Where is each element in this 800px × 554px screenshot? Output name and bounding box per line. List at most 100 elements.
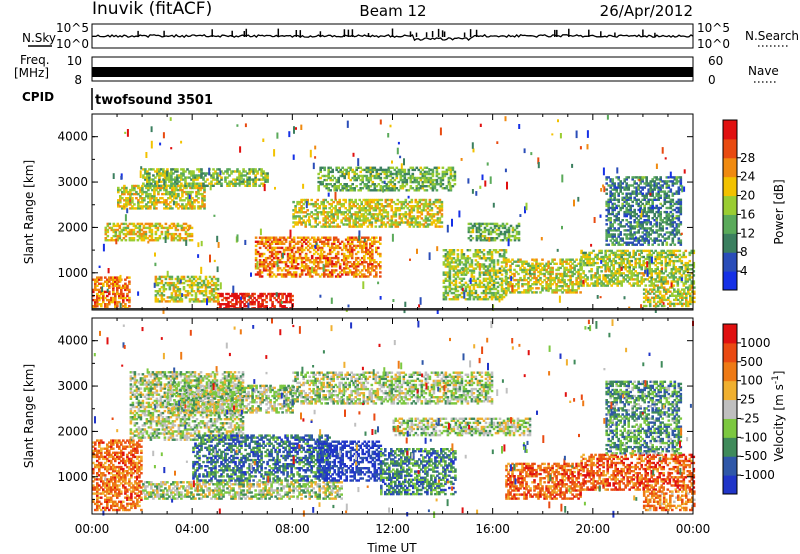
echo-cell <box>446 271 450 274</box>
echo-cell <box>252 180 255 183</box>
echo-cell <box>201 203 204 206</box>
echo-cell <box>173 197 176 200</box>
echo-cell <box>650 268 653 271</box>
echo-cell <box>139 201 142 204</box>
echo-cell <box>180 281 184 285</box>
echo-cell <box>192 180 195 183</box>
echo-cell <box>606 282 609 285</box>
echo-cell <box>638 272 641 275</box>
echo-cell <box>131 186 134 190</box>
echo-cell <box>433 166 437 169</box>
echo-cell <box>692 270 696 273</box>
echo-cell <box>351 187 354 190</box>
echo-cell <box>466 267 470 270</box>
echo-cell <box>218 182 221 185</box>
echo-cell <box>479 224 483 228</box>
echo-cell <box>174 170 177 173</box>
echo-cell <box>258 265 262 268</box>
echo-cell <box>366 202 370 206</box>
echo-cell <box>264 242 268 245</box>
echo-cell <box>495 228 499 232</box>
echo-cell <box>146 176 149 179</box>
echo-cell <box>468 263 472 266</box>
echo-cell <box>496 261 500 264</box>
echo-cell <box>172 283 176 287</box>
echo-cell <box>189 186 192 190</box>
echo-cell <box>294 211 297 214</box>
echo-cell <box>615 190 618 193</box>
echo-cell <box>133 192 136 196</box>
echo-cell <box>120 228 124 232</box>
echo-cell <box>112 224 116 228</box>
echo-cell <box>148 168 151 171</box>
echo-cell <box>448 283 452 287</box>
echo-cell <box>612 257 615 261</box>
echo-cell <box>172 281 176 285</box>
echo-cell <box>360 275 364 278</box>
echo-cell <box>381 168 385 172</box>
echo-cell <box>340 269 344 272</box>
echo-cell <box>369 176 373 180</box>
echo-cell <box>400 221 404 224</box>
echo-cell <box>218 180 221 183</box>
echo-cell <box>298 221 301 224</box>
echo-cell <box>469 222 473 226</box>
echo-cell <box>126 292 129 296</box>
echo-cell <box>605 233 608 236</box>
echo-cell <box>484 269 488 272</box>
echo-cell <box>389 189 393 192</box>
echo-cell <box>216 182 219 185</box>
echo-cell <box>388 202 392 206</box>
echo-cell <box>611 182 614 185</box>
echo-cell <box>254 267 258 270</box>
echo-cell <box>612 274 615 277</box>
echo-cell <box>609 212 612 216</box>
echo-cell <box>304 238 308 241</box>
echo-cell <box>104 226 108 230</box>
echo-cell <box>333 189 336 192</box>
echo-cell <box>304 259 308 262</box>
echo-cell <box>348 261 352 264</box>
echo-cell <box>344 238 348 241</box>
echo-cell <box>172 237 176 240</box>
echo-cell <box>158 170 161 173</box>
echo-cell <box>442 291 446 295</box>
echo-cell <box>214 178 217 181</box>
echo-cell <box>183 190 186 194</box>
echo-cell <box>178 290 182 293</box>
echo-cell <box>322 254 326 258</box>
echo-cell <box>442 285 446 289</box>
echo-cell <box>630 274 633 277</box>
echo-cell <box>148 176 151 179</box>
echo-cell <box>270 246 274 250</box>
echo-cell <box>615 188 618 191</box>
echo-cell <box>688 284 692 287</box>
echo-cell <box>158 290 162 293</box>
echo-cell <box>349 185 352 188</box>
echo-cell <box>193 186 196 190</box>
echo-cell <box>600 251 603 255</box>
echo-cell <box>337 185 340 188</box>
echo-cell <box>502 287 506 291</box>
echo-cell <box>175 205 178 208</box>
echo-cell <box>488 277 492 280</box>
echo-cell <box>363 236 366 239</box>
echo-cell <box>270 248 274 252</box>
echo-cell <box>484 279 488 282</box>
echo-cell <box>594 255 597 259</box>
echo-cell <box>136 230 140 234</box>
echo-cell <box>127 201 130 204</box>
echo-cell <box>170 178 173 181</box>
echo-cell <box>165 201 168 204</box>
echo-cell <box>626 253 629 257</box>
echo-cell <box>476 249 480 252</box>
echo-cell <box>251 303 254 306</box>
echo-cell <box>348 217 351 220</box>
echo-cell <box>283 305 286 308</box>
echo-cell <box>355 178 358 182</box>
echo-cell <box>330 198 333 202</box>
echo-cell <box>160 230 164 234</box>
echo-cell <box>358 242 362 245</box>
echo-cell <box>387 166 391 169</box>
echo-cell <box>272 246 276 250</box>
